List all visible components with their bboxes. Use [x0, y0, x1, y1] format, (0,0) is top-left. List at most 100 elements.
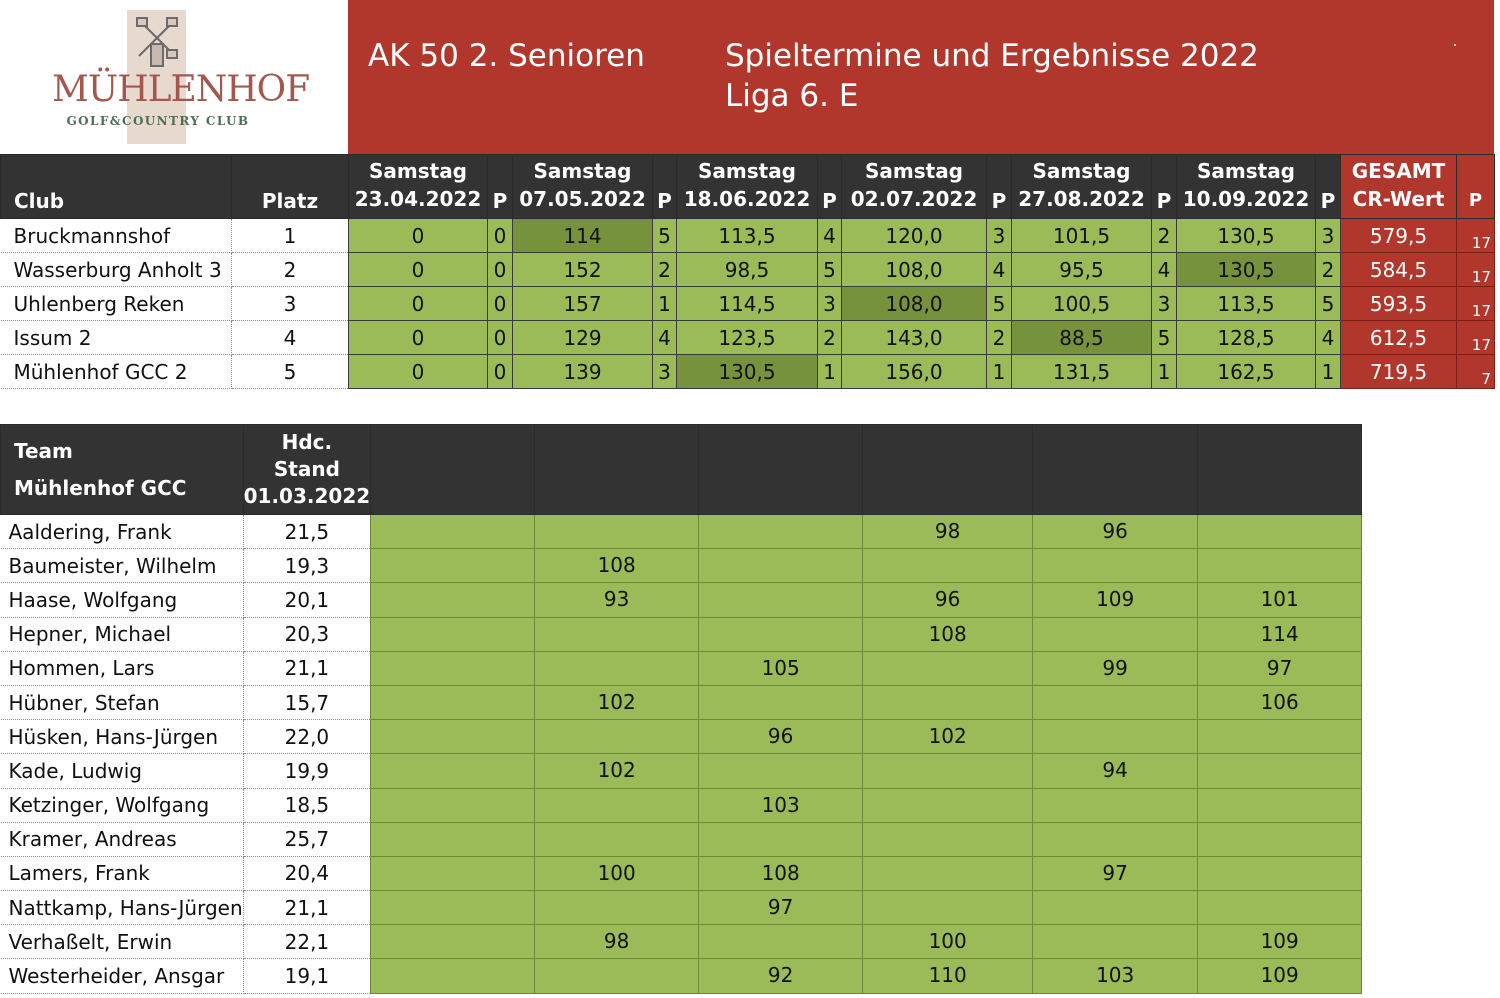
player-handicap: 22,0	[243, 719, 372, 755]
round-points: 3	[817, 286, 842, 321]
header-round: Samstag 07.05.2022	[512, 154, 653, 219]
player-score	[370, 890, 536, 926]
round-score: 123,5	[676, 320, 818, 355]
player-score	[370, 548, 536, 584]
round-score: 0	[348, 354, 488, 389]
header-platz: Platz	[231, 154, 349, 219]
table-row: Hommen, Lars 21,1 105 99 97	[0, 650, 1363, 686]
standings-table: Club Platz Samstag 23.04.2022 P Samstag 07…	[0, 154, 1495, 389]
club-name: Wasserburg Anholt 3	[0, 252, 232, 287]
header-gesamt: GESAMT CR-Wert	[1340, 154, 1457, 219]
table-row: Ketzinger, Wolfgang 18,5 103	[0, 787, 1363, 823]
club-rank: 5	[231, 354, 349, 389]
round-points: 4	[817, 218, 842, 253]
player-score	[1197, 753, 1363, 789]
round-points: 1	[986, 354, 1012, 389]
player-handicap: 21,1	[243, 651, 372, 686]
round-score: 143,0	[841, 320, 987, 355]
header-blank	[862, 424, 1034, 515]
round-points: 5	[1315, 286, 1341, 321]
banner-mark	[1454, 44, 1456, 46]
player-score: 92	[698, 958, 864, 994]
team-scores-table: Team Mühlenhof GCC Hdc. Stand 01.03.2022 Aa…	[0, 424, 1363, 994]
player-score	[1032, 616, 1199, 652]
round-points: 2	[817, 320, 842, 355]
round-points: 5	[652, 218, 677, 253]
player-score	[698, 753, 864, 789]
table-row: Westerheider, Ansgar 19,1 92 110 103 109	[0, 958, 1363, 994]
header-points: P	[1151, 154, 1177, 219]
table-row: Haase, Wolfgang 20,1 93 96 109 101	[0, 582, 1363, 618]
player-score: 102	[862, 719, 1034, 755]
player-score	[1197, 513, 1363, 550]
round-score: 162,5	[1176, 354, 1316, 389]
round-score: 113,5	[1176, 286, 1316, 321]
player-score	[370, 719, 536, 755]
player-score	[370, 753, 536, 789]
round-points: 5	[986, 286, 1012, 321]
header-total-points: P	[1456, 154, 1495, 219]
table-row: Wasserburg Anholt 3 2 0 0 152 2 98,5 5 108,0 4 95,…	[0, 252, 1495, 287]
player-score: 109	[1197, 924, 1363, 960]
round-score: 129	[512, 320, 653, 355]
player-score: 108	[534, 548, 700, 584]
player-score: 100	[862, 924, 1034, 960]
player-name: Hommen, Lars	[0, 651, 244, 686]
table-row: Verhaßelt, Erwin 22,1 98 100 109	[0, 924, 1363, 960]
player-score: 106	[1197, 684, 1363, 721]
header-handicap: Hdc. Stand 01.03.2022	[242, 424, 372, 515]
player-name: Aaldering, Frank	[0, 514, 244, 550]
header-points: P	[487, 154, 513, 219]
total-cr-value: 612,5	[1340, 320, 1457, 355]
round-score: 95,5	[1011, 252, 1152, 287]
player-score	[698, 616, 864, 652]
player-score	[534, 650, 700, 686]
player-score: 102	[534, 684, 700, 721]
player-handicap: 25,7	[243, 822, 372, 857]
player-score	[862, 787, 1034, 823]
round-points: 4	[986, 252, 1012, 287]
player-score	[862, 684, 1034, 721]
player-score: 93	[534, 582, 700, 618]
round-points: 0	[487, 320, 513, 355]
club-name: Issum 2	[0, 320, 232, 355]
header-blank	[370, 424, 536, 515]
player-name: Kramer, Andreas	[0, 822, 244, 857]
round-score: 108,0	[841, 252, 987, 287]
table-row: Kade, Ludwig 19,9 102 94	[0, 753, 1363, 789]
table-row: Lamers, Frank 20,4 100 108 97	[0, 855, 1363, 892]
player-score	[862, 548, 1034, 584]
round-score: 113,5	[676, 218, 818, 253]
round-points: 0	[487, 354, 513, 389]
player-score: 108	[698, 855, 864, 892]
player-name: Verhaßelt, Erwin	[0, 924, 244, 960]
player-handicap: 21,5	[243, 514, 372, 550]
round-score: 108,0	[841, 286, 987, 321]
round-points: 3	[1315, 218, 1341, 253]
player-name: Hüsken, Hans-Jürgen	[0, 719, 244, 755]
player-score	[1197, 787, 1363, 823]
header-blank	[1197, 424, 1363, 515]
team-header-row: Team Mühlenhof GCC Hdc. Stand 01.03.2022	[0, 424, 1363, 515]
player-score	[534, 890, 700, 926]
player-name: Haase, Wolfgang	[0, 582, 244, 618]
player-handicap: 19,9	[243, 753, 372, 789]
player-score: 98	[534, 924, 700, 960]
round-points: 1	[1151, 354, 1177, 389]
round-points: 3	[986, 218, 1012, 253]
logo-subtitle: GOLF&COUNTRY CLUB	[66, 114, 250, 128]
logo-wordmark: MÜHLENHOF	[52, 69, 310, 110]
table-row: Kramer, Andreas 25,7	[0, 821, 1363, 857]
table-row: Aaldering, Frank 21,5 98 96	[0, 513, 1363, 550]
round-score: 152	[512, 252, 653, 287]
player-score	[862, 890, 1034, 926]
round-score: 0	[348, 252, 488, 287]
header-blank	[534, 424, 700, 515]
player-handicap: 20,1	[243, 582, 372, 618]
player-handicap: 21,1	[243, 890, 372, 926]
title-banner: AK 50 2. Senioren Spieltermine und Ergeb…	[348, 0, 1494, 154]
player-score: 99	[1032, 650, 1199, 686]
round-points: 3	[652, 354, 677, 389]
player-score: 109	[1032, 582, 1199, 618]
club-rank: 1	[231, 218, 349, 253]
